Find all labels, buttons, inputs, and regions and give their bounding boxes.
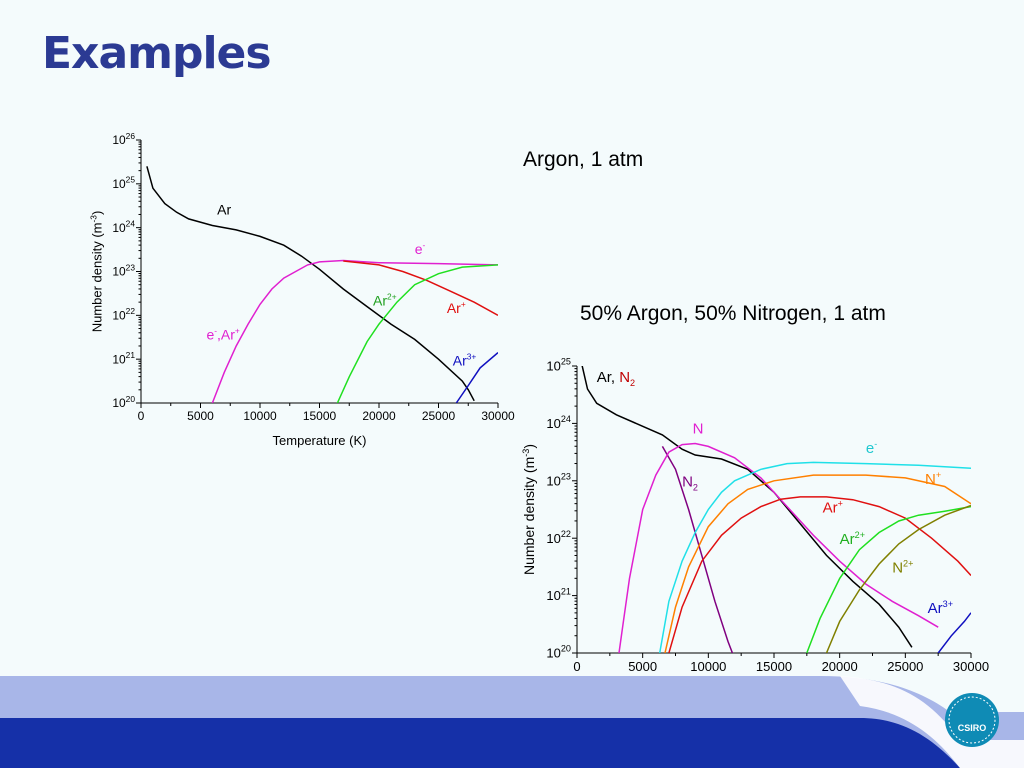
c1-series-label-3: Ar+ bbox=[447, 299, 466, 316]
c1-series-label-4: Ar3+ bbox=[453, 352, 477, 369]
c1-x-tick-label: 15000 bbox=[303, 409, 337, 423]
c2-y-tick-label: 1020 bbox=[546, 644, 571, 661]
c2-series-2 bbox=[618, 442, 939, 653]
c2-x-tick-label: 30000 bbox=[953, 659, 989, 674]
c1-series-1 bbox=[211, 259, 498, 403]
c1-y-tick-label: 1022 bbox=[112, 306, 135, 322]
c1-x-tick-label: 30000 bbox=[481, 409, 515, 423]
c1-x-tick-label: 0 bbox=[138, 409, 145, 423]
c1-series-0 bbox=[146, 166, 475, 402]
c1-x-tick-label: 20000 bbox=[362, 409, 396, 423]
c2-series-label-0: Ar, N2 bbox=[597, 369, 635, 388]
c1-series-4 bbox=[455, 352, 498, 403]
c1-series-2 bbox=[343, 260, 498, 316]
c2-series-6 bbox=[806, 505, 971, 653]
c2-series-label-4: N+ bbox=[925, 470, 941, 488]
c1-y-tick-label: 1025 bbox=[112, 175, 135, 191]
c1-series-label-1: e- bbox=[415, 240, 426, 257]
c2-x-tick-label: 0 bbox=[573, 659, 580, 674]
c2-series-3 bbox=[658, 461, 971, 653]
c1-series-3 bbox=[336, 264, 498, 403]
chart2-caption: 50% Argon, 50% Nitrogen, 1 atm bbox=[580, 302, 886, 325]
c2-series-label-1: N bbox=[693, 421, 704, 438]
c1-x-axis-label: Temperature (K) bbox=[273, 433, 367, 448]
c1-x-tick-label: 25000 bbox=[422, 409, 456, 423]
c2-series-label-6: Ar2+ bbox=[840, 530, 865, 548]
c2-y-tick-label: 1025 bbox=[546, 357, 571, 374]
c2-y-tick-label: 1023 bbox=[546, 472, 571, 489]
chart1-caption: Argon, 1 atm bbox=[523, 148, 644, 171]
c2-x-tick-label: 15000 bbox=[756, 659, 792, 674]
slide-title: Examples bbox=[42, 28, 272, 79]
c2-series-label-3: N2 bbox=[682, 474, 698, 493]
c2-series-label-7: N2+ bbox=[892, 559, 913, 577]
c2-series-0 bbox=[581, 366, 913, 648]
c1-y-tick-label: 1021 bbox=[112, 350, 135, 366]
c2-series-label-5: Ar+ bbox=[823, 498, 843, 516]
c1-series-label-5: e-,Ar+ bbox=[206, 325, 239, 342]
c1-y-tick-label: 1024 bbox=[112, 218, 135, 234]
c1-x-tick-label: 10000 bbox=[243, 409, 277, 423]
c2-series-8 bbox=[937, 612, 971, 653]
c1-y-axis-label: Number density (m-3) bbox=[88, 211, 104, 333]
c1-x-tick-label: 5000 bbox=[187, 409, 214, 423]
c1-series-label-2: Ar2+ bbox=[373, 292, 397, 309]
c1-y-tick-label: 1026 bbox=[112, 131, 135, 147]
c2-series-label-8: Ar3+ bbox=[928, 599, 953, 617]
c2-y-tick-label: 1024 bbox=[546, 414, 571, 431]
c2-x-tick-label: 20000 bbox=[822, 659, 858, 674]
c2-x-axis-label: Temperature (K) bbox=[723, 684, 824, 700]
c2-series-4 bbox=[664, 474, 971, 653]
c2-y-tick-label: 1022 bbox=[546, 529, 571, 546]
c2-x-tick-label: 25000 bbox=[887, 659, 923, 674]
c2-y-axis-label: Number density (m-3) bbox=[521, 444, 537, 575]
c1-y-tick-label: 1023 bbox=[112, 262, 135, 278]
c2-series-5 bbox=[668, 496, 971, 653]
c2-x-tick-label: 10000 bbox=[690, 659, 726, 674]
c1-plot-area bbox=[146, 166, 498, 403]
c2-plot-area bbox=[581, 366, 971, 653]
c1-y-tick-label: 1020 bbox=[112, 394, 135, 410]
c2-x-tick-label: 5000 bbox=[628, 659, 657, 674]
c2-series-7 bbox=[825, 504, 971, 653]
c2-y-tick-label: 1021 bbox=[546, 586, 571, 603]
c2-series-1 bbox=[661, 446, 734, 653]
c1-series-label-0: Ar bbox=[217, 202, 231, 218]
c2-series-label-2: e- bbox=[866, 439, 877, 457]
